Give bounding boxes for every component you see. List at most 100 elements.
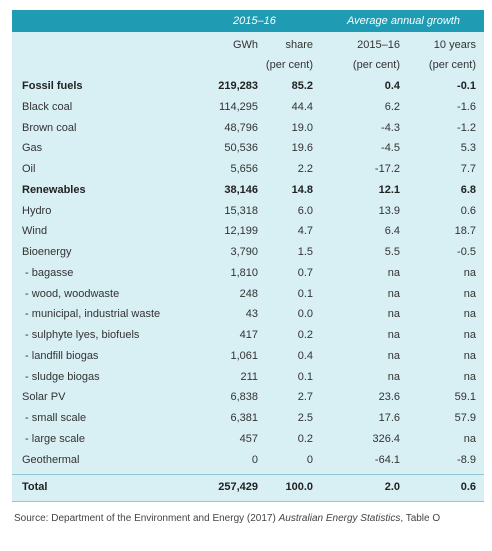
- cell: 0: [306, 453, 313, 466]
- cell: 19.0: [291, 121, 313, 134]
- cell: 48,796: [224, 121, 258, 134]
- cell: 4.7: [297, 225, 313, 238]
- row-label: Gas: [22, 142, 43, 155]
- cell: 2.2: [297, 163, 313, 175]
- row-label: - large scale: [22, 432, 85, 445]
- cell: 1,061: [230, 349, 258, 362]
- cell: 50,536: [224, 142, 258, 155]
- cell: 6.0: [297, 204, 313, 217]
- rule: [12, 501, 484, 502]
- cell: na: [463, 432, 476, 445]
- cell: 17.6: [378, 412, 400, 424]
- cell: na: [463, 287, 476, 300]
- cell: 326.4: [372, 432, 400, 445]
- column-header: (per cent): [352, 59, 400, 71]
- cell: 6.8: [460, 183, 476, 196]
- period-header: 2015–16: [233, 15, 276, 27]
- row-label: Oil: [22, 163, 36, 175]
- cell: 0.1: [297, 287, 313, 300]
- cell: 0.2: [297, 329, 313, 341]
- row-label: Black coal: [22, 100, 73, 113]
- source-title: Australian Energy Statistics: [278, 513, 401, 524]
- row-label: Hydro: [22, 204, 52, 217]
- cell: 114,295: [219, 100, 258, 113]
- table-background: [12, 32, 484, 502]
- row-label: - landfill biogas: [22, 349, 99, 362]
- cell: 57.9: [454, 412, 476, 424]
- cell: -0.1: [457, 80, 476, 92]
- cell: 38,146: [224, 183, 258, 196]
- total-cell: 0.6: [460, 481, 476, 493]
- cell: na: [463, 308, 476, 321]
- column-header: 2015–16: [357, 39, 400, 51]
- cell: 0.2: [297, 432, 313, 445]
- row-label: Wind: [22, 225, 48, 238]
- row-label: Solar PV: [22, 391, 66, 404]
- cell: -4.5: [381, 142, 400, 155]
- column-header: (per cent): [428, 59, 476, 71]
- source-text: , Table O: [400, 513, 441, 524]
- rule: [12, 474, 484, 475]
- cell: 5,656: [230, 163, 258, 175]
- cell: 13.9: [378, 204, 400, 217]
- cell: 15,318: [224, 204, 258, 217]
- row-label: - sulphyte lyes, biofuels: [22, 329, 140, 341]
- cell: 18.7: [454, 225, 476, 238]
- cell: -1.6: [457, 100, 476, 113]
- total-cell: 257,429: [218, 481, 258, 493]
- row-label: - municipal, industrial waste: [22, 308, 161, 321]
- row-label: Fossil fuels: [22, 80, 83, 92]
- row-label: Brown coal: [22, 121, 77, 134]
- cell: 2.5: [297, 412, 313, 424]
- cell: 59.1: [454, 391, 476, 404]
- cell: 6.2: [384, 100, 400, 113]
- cell: 7.7: [460, 163, 476, 175]
- cell: 6.4: [384, 225, 400, 238]
- row-label: Renewables: [22, 183, 86, 196]
- cell: 248: [239, 287, 258, 300]
- cell: 0.0: [297, 308, 313, 321]
- cell: 19.6: [291, 142, 313, 155]
- cell: 0.1: [297, 370, 313, 383]
- cell: -8.9: [457, 453, 476, 466]
- cell: 43: [245, 308, 258, 321]
- cell: 0.4: [297, 349, 313, 362]
- cell: na: [463, 329, 476, 341]
- row-label: - wood, woodwaste: [22, 287, 120, 300]
- cell: 3,790: [230, 246, 258, 258]
- row-label: Geothermal: [22, 453, 80, 466]
- header-bar: [12, 10, 484, 32]
- source-text: Source: Department of the Environment an…: [14, 513, 279, 524]
- cell: -4.3: [381, 121, 400, 134]
- cell: 23.6: [378, 391, 400, 404]
- cell: 1,810: [230, 266, 258, 279]
- cell: 85.2: [291, 80, 313, 92]
- row-label: - small scale: [22, 412, 87, 424]
- source-note: Source: Department of the Environment an…: [14, 510, 478, 527]
- cell: na: [463, 349, 476, 362]
- cell: 1.5: [297, 246, 313, 258]
- cell: na: [463, 266, 476, 279]
- cell: -1.2: [457, 121, 476, 134]
- cell: 2.7: [297, 391, 313, 404]
- cell: -0.5: [457, 246, 476, 258]
- cell: na: [387, 329, 400, 341]
- cell: 14.8: [291, 183, 313, 196]
- cell: na: [387, 266, 400, 279]
- total-label: Total: [22, 481, 48, 493]
- total-cell: 100.0: [285, 481, 313, 493]
- cell: 0: [251, 453, 258, 466]
- cell: 5.5: [384, 246, 400, 258]
- cell: 6,838: [230, 391, 258, 404]
- cell: 457: [239, 432, 258, 445]
- cell: na: [463, 370, 476, 383]
- cell: -17.2: [374, 163, 400, 175]
- column-header: 10 years: [433, 39, 476, 51]
- cell: 0.6: [460, 204, 476, 217]
- cell: 44.4: [291, 100, 313, 113]
- row-label: - bagasse: [22, 266, 74, 279]
- cell: 211: [240, 370, 258, 383]
- cell: na: [387, 370, 400, 383]
- column-header: (per cent): [265, 59, 313, 71]
